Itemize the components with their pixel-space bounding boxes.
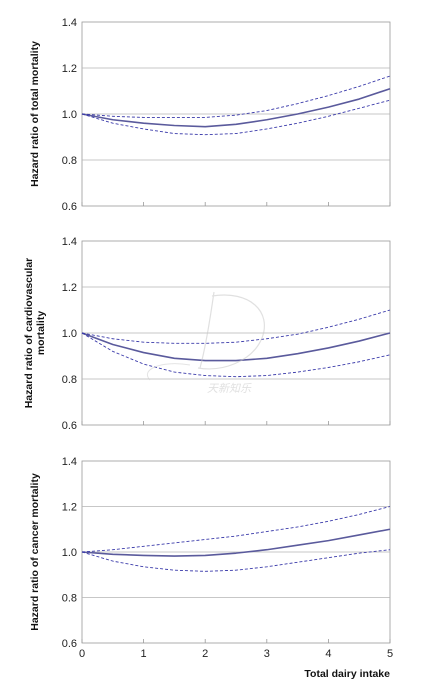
y-tick-label: 1.4 [62,17,77,29]
ci-dashed-line [81,75,391,118]
y-tick-label: 1.2 [62,282,77,294]
y-tick-label: 1.4 [62,456,77,468]
x-tick-label: 0 [79,648,85,660]
x-tick-label: 1 [141,648,147,660]
hazard-ratio-line [81,528,391,557]
y-tick-label: 0.6 [62,638,77,650]
x-axis-label: Total dairy intake [304,668,390,680]
ci-dashed-line [81,549,391,572]
x-tick-label: 5 [387,648,393,660]
y-axis-label: Hazard ratio of total mortality [29,41,41,187]
x-tick-label: 4 [325,648,331,660]
ci-dashed-line [81,309,391,344]
hazard-ratio-line [81,332,391,362]
watermark-stroke [199,291,215,369]
y-tick-label: 0.6 [62,420,77,432]
watermark-swoosh [147,363,191,381]
y-tick-label: 0.8 [62,593,77,605]
y-axis-label: Hazard ratio of cancer mortality [29,473,41,631]
x-tick-label: 3 [264,648,270,660]
ci-dashed-line [81,506,391,553]
y-tick-label: 1.0 [62,547,77,559]
hazard-ratio-line [81,87,391,128]
y-tick-label: 1.2 [62,502,77,514]
y-axis-label: Hazard ratio of cardiovascular [23,258,35,409]
x-tick-label: 2 [202,648,208,660]
y-axis-label: mortality [35,311,47,356]
chart-panel-2: 0.6 0.8 1.0 1.2 1.4 Hazard ratio of cardiovas… [23,236,391,432]
y-tick-label: 1.4 [62,236,77,248]
y-tick-label: 1.0 [62,109,77,121]
watermark-curve [197,294,265,370]
y-tick-label: 0.8 [62,374,77,386]
watermark-text: 天新知乐 [207,382,252,395]
ci-dashed-line [81,332,391,378]
chart-panel-1: 0.6 0.8 1.0 1.2 1.4 Hazard ratio of total mor… [29,17,391,213]
y-tick-label: 0.6 [62,201,77,213]
y-tick-label: 1.0 [62,328,77,340]
y-tick-label: 1.2 [62,63,77,75]
watermark-logo: 天新知乐 [147,291,265,395]
chart-panel-3: 0.6 0.8 1.0 1.2 1.4 0 1 2 3 4 5 Hazard ratio of can… [29,456,393,680]
ci-dashed-line [81,99,391,136]
y-tick-label: 0.8 [62,155,77,167]
